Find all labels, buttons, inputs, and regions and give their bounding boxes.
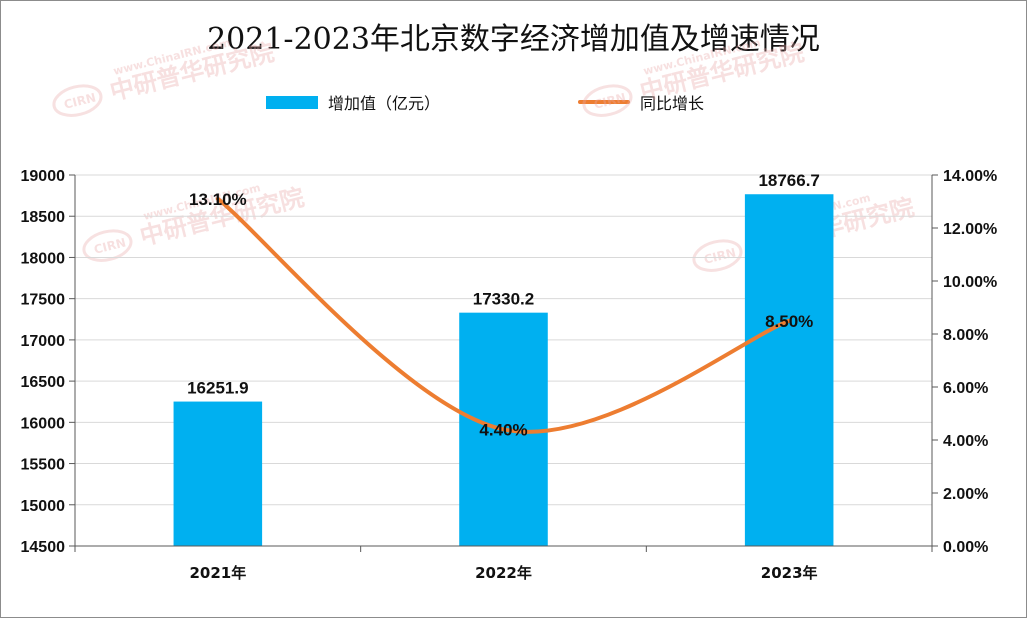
growth-line [215,196,792,434]
bar-series [173,194,834,546]
right-axis-tick-label: 12.00% [943,221,997,238]
bar [744,194,834,546]
chart-title: 2021-2023年北京数字经济增加值及增速情况 [207,22,820,57]
right-axis-tick-label: 6.00% [943,380,988,397]
legend-entry-line-series: 同比增长 [578,88,704,116]
left-axis-tick-label: 18500 [21,209,66,226]
left-axis-tick-label: 16000 [21,415,66,432]
left-axis-tick-label: 18000 [21,250,66,267]
x-axis-tick-label: 2021年 [189,564,246,582]
right-axis-tick-label: 2.00% [943,486,988,503]
legend: 增加值（亿元） 同比增长 [0,88,1027,116]
right-axis-tick-label: 10.00% [943,274,997,291]
legend-label-line-series: 同比增长 [640,94,705,113]
watermark-logo-icon [692,239,743,272]
x-axis-tick-label: 2022年 [475,564,532,582]
line-data-label: 8.50% [765,312,813,331]
right-axis-tick-label: 0.00% [943,539,988,556]
bar-data-label: 16251.9 [187,379,248,398]
legend-swatch-line [578,100,630,104]
left-axis-tick-label: 17500 [21,292,66,309]
right-axis-tick-label: 14.00% [943,168,997,185]
left-axis-tick-label: 19000 [21,168,66,185]
legend-swatch-bar [266,95,318,109]
watermark-logo-icon [82,229,133,262]
bar-data-label: 17330.2 [473,290,534,309]
legend-label-bar-series: 增加值（亿元） [328,94,441,113]
left-axis-tick-label: 14500 [21,539,66,556]
line-data-label: 4.40% [479,420,527,439]
bar [173,401,263,546]
axes: 14500 15000 15500 16000 16500 17000 17500 18000… [21,168,998,582]
left-axis-tick-label: 16500 [21,374,66,391]
data-labels: 16251.9 17330.2 18766.7 13.10% 4.40% 8.50% [187,171,820,439]
line-series [215,196,792,434]
line-data-label: 13.10% [189,190,247,209]
right-axis-tick-label: 4.00% [943,433,988,450]
legend-entry-bar-series: 增加值（亿元） [266,88,440,116]
right-axis-tick-label: 8.00% [943,327,988,344]
left-axis-tick-label: 17000 [21,333,66,350]
bar-data-label: 18766.7 [758,171,819,190]
x-axis-tick-label: 2023年 [761,564,818,582]
left-axis-tick-label: 15500 [21,457,66,474]
watermark-logo-icon [582,84,633,117]
left-axis-tick-label: 15000 [21,498,66,515]
watermark-logo-icon [52,84,103,117]
